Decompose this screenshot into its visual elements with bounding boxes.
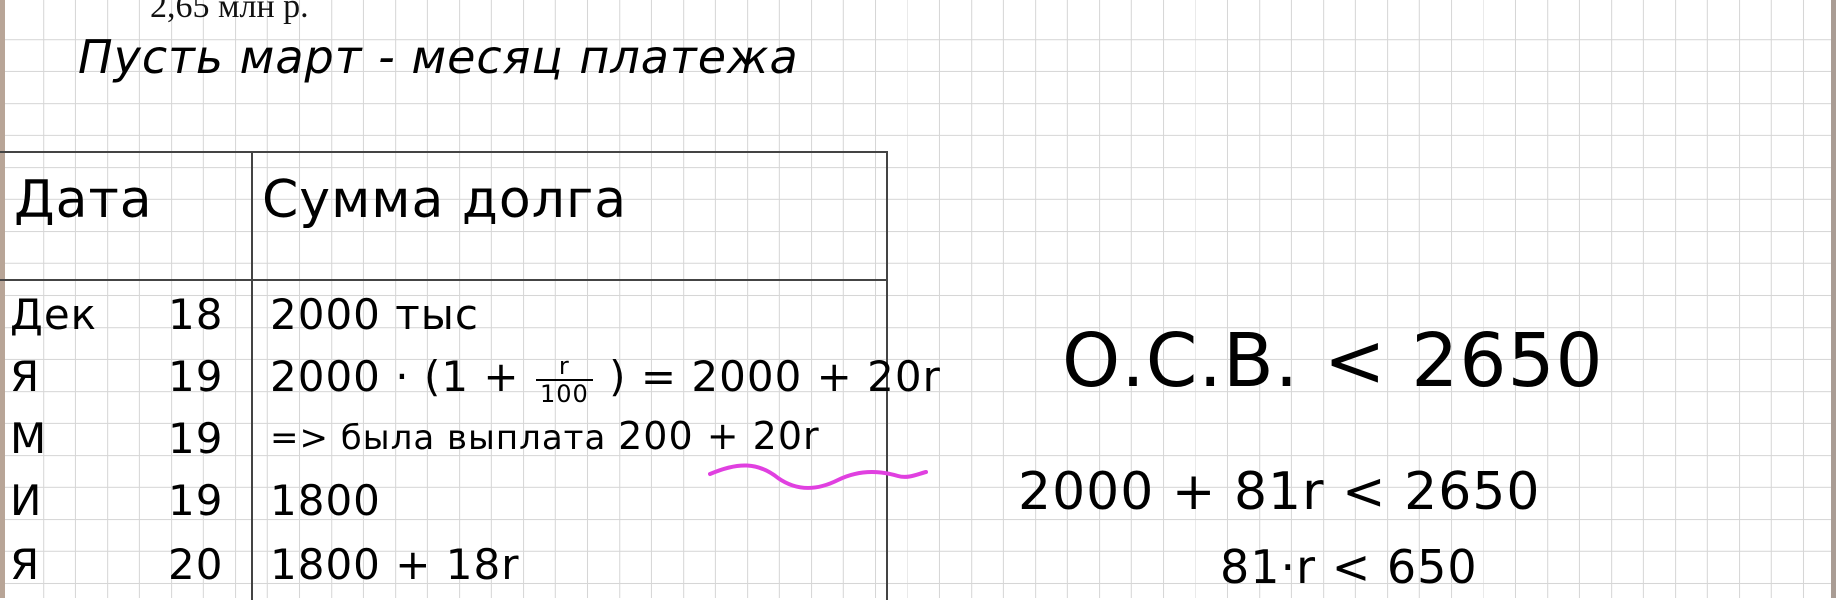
- table-header-divider: [0, 279, 886, 281]
- table-row-2-month: Я: [10, 352, 41, 401]
- table-row-4-month: И: [10, 476, 43, 525]
- table-row-2-year: 19: [168, 352, 224, 401]
- table-row-1-year: 18: [168, 290, 224, 339]
- fraction-numerator: r: [535, 353, 593, 381]
- table-row-4-amount: 1800: [270, 476, 381, 525]
- page-edge-right: [1831, 0, 1836, 598]
- inequality-step-1: 2000 + 81r < 2650: [1018, 462, 1541, 522]
- fraction-denominator: 100: [539, 379, 589, 408]
- table-header-date: Дата: [14, 170, 153, 230]
- row-3-amount-highlight: 200 + 20r: [618, 414, 820, 458]
- table-header-sum: Сумма долга: [262, 170, 628, 230]
- inequality-osv: О.С.В. < 2650: [1062, 318, 1604, 404]
- debt-table: [0, 151, 888, 600]
- inequality-step-2: 81·r < 650: [1220, 540, 1478, 594]
- table-row-3-month: М: [10, 414, 48, 463]
- printed-header-text: 2,65 млн р.: [150, 0, 309, 25]
- table-row-3-year: 19: [168, 414, 224, 463]
- table-row-1-month: Дек: [10, 290, 98, 339]
- table-row-2-amount: 2000 · (1 + r 100 ) = 2000 + 20r: [270, 352, 941, 407]
- highlight-squiggle: [708, 463, 928, 490]
- table-column-divider: [251, 153, 253, 600]
- table-row-5-year: 20: [168, 540, 224, 589]
- table-row-1-amount: 2000 тыс: [270, 290, 479, 339]
- table-row-5-amount: 1800 + 18r: [270, 540, 520, 589]
- row-2-amount-suffix: ) = 2000 + 20r: [609, 352, 941, 401]
- fraction-r-over-100: r 100: [535, 353, 593, 408]
- heading-handwritten: Пусть март - месяц платежа: [78, 30, 799, 84]
- page-edge-left: [0, 0, 5, 598]
- table-row-3-amount: => была выплата 200 + 20r: [270, 414, 820, 458]
- row-3-amount-prefix: => была выплата: [270, 418, 607, 458]
- table-row-4-year: 19: [168, 476, 224, 525]
- table-row-5-month: Я: [10, 540, 41, 589]
- row-2-amount-prefix: 2000 · (1 +: [270, 352, 520, 401]
